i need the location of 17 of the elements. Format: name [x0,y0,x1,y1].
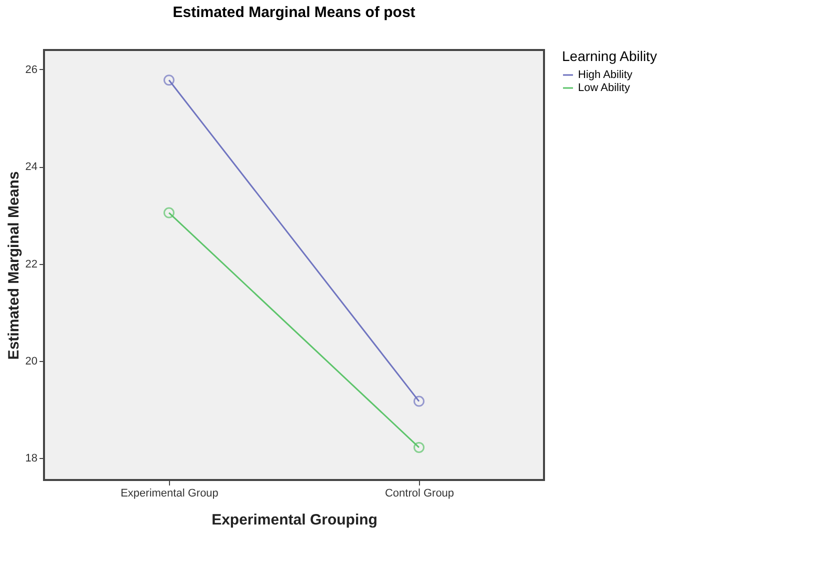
point [414,442,424,453]
point [164,74,174,86]
legend-label: Low Ability [578,82,630,94]
legend-label: High Ability [578,69,633,81]
y-tick-label: 24 [25,161,38,174]
x-tick-label: Control Group [384,488,454,500]
x-axis-title: Experimental Grouping [212,512,378,528]
y-tick-label: 20 [25,355,38,368]
point [414,396,424,407]
legend-title: Learning Ability [562,48,657,64]
y-axis-title: Estimated Marginal Means [5,171,22,360]
point [164,207,174,218]
y-tick-label: 22 [25,258,38,270]
chart-title: Estimated Marginal Means of post [172,4,416,21]
x-tick-label: Experimental Group [120,488,218,500]
y-tick-label: 26 [25,64,38,76]
y-tick-label: 18 [25,452,38,465]
